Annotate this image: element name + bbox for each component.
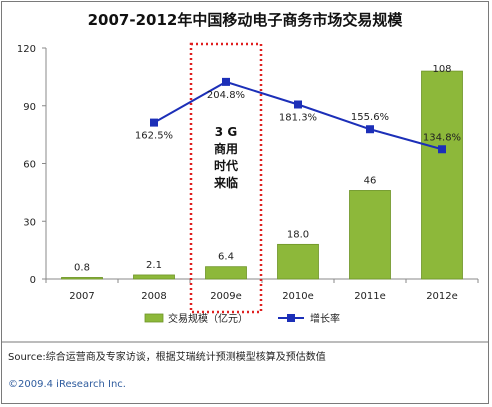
legend-swatch-marker: [287, 314, 295, 322]
growth-marker: [366, 125, 374, 134]
legend-label-line: 增长率: [310, 312, 340, 325]
bar-value-label: 46: [364, 175, 377, 186]
growth-marker: [222, 77, 230, 86]
growth-value-label: 181.3%: [279, 112, 317, 123]
source-note: Source:综合运营商及专家访谈，根据艾瑞统计预测模型核算及预估数值: [8, 352, 326, 363]
bar: [205, 266, 247, 280]
y-tick-label: 30: [23, 217, 36, 228]
bar-series: 0.8 2.1 6.4 18.0 46 108: [61, 64, 463, 280]
legend-swatch-bar: [144, 313, 164, 323]
bar: [277, 243, 319, 280]
growth-value-label: 204.8%: [207, 90, 245, 101]
x-tick-label: 2009e: [210, 291, 242, 302]
bar-value-label: 18.0: [287, 229, 309, 240]
growth-marker: [150, 118, 158, 127]
x-tick-label: 2012e: [426, 291, 458, 302]
growth-value-label: 134.8%: [423, 132, 461, 143]
y-tick-label: 0: [30, 275, 36, 286]
y-tick-label: 120: [17, 44, 36, 55]
bar: [421, 70, 463, 280]
annotation-text: 商用: [214, 141, 238, 156]
chart-legend: 交易规模（亿元） 增长率: [2, 312, 488, 343]
chart-title: 2007-2012年中国移动电子商务市场交易规模: [87, 11, 403, 29]
annotation-text: 时代: [214, 158, 238, 173]
growth-value-label: 162.5%: [135, 131, 173, 142]
copyright-text: ©2009.4 iResearch Inc.: [8, 379, 126, 390]
line-series: 162.5% 204.8% 181.3% 155.6% 134.8%: [135, 77, 461, 154]
bar-value-label: 6.4: [218, 252, 234, 263]
growth-marker: [294, 100, 302, 109]
x-tick-label: 2007: [69, 291, 94, 302]
chart-axes: 0 30 60 90 120 2007 2008 2009e 2010e 2011e 2012e: [17, 44, 479, 302]
bar: [61, 277, 103, 280]
annotation-dashed-box: [189, 42, 263, 314]
annotation-text: 3 G: [215, 125, 237, 139]
x-tick-label: 2008: [141, 291, 166, 302]
growth-value-label: 155.6%: [351, 112, 389, 123]
bar-value-label: 108: [432, 64, 451, 75]
bar-value-label: 2.1: [146, 260, 162, 271]
x-tick-label: 2010e: [282, 291, 314, 302]
y-tick-label: 60: [23, 160, 36, 171]
legend-label-bar: 交易规模（亿元）: [168, 312, 248, 325]
bar: [349, 190, 391, 280]
growth-marker: [438, 145, 446, 154]
bar: [133, 274, 175, 280]
x-tick-label: 2011e: [354, 291, 386, 302]
annotation-text: 来临: [213, 175, 238, 190]
y-tick-label: 90: [23, 102, 36, 113]
bar-value-label: 0.8: [74, 262, 90, 273]
